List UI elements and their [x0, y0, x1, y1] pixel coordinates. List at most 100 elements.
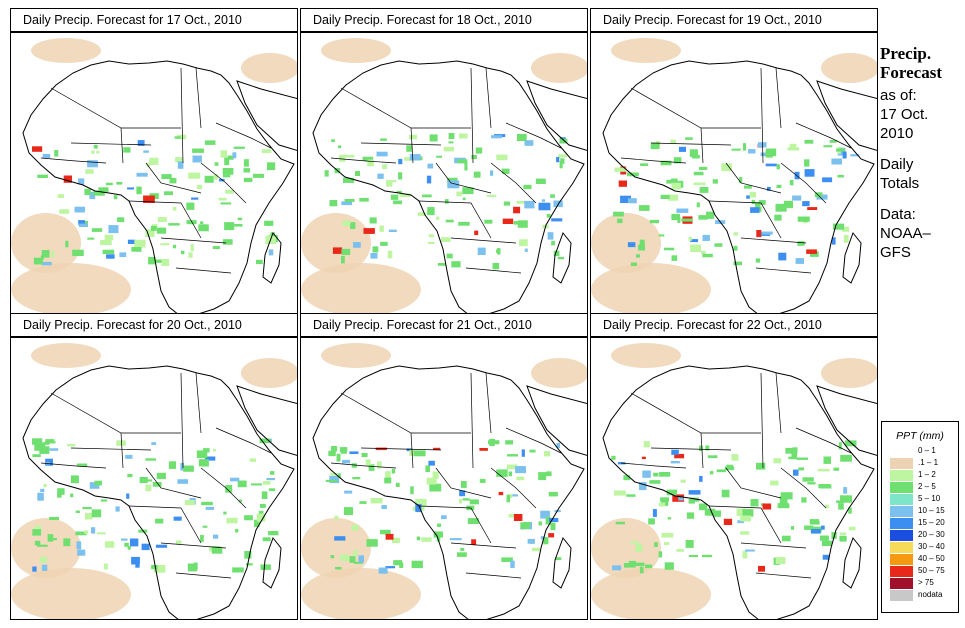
precip-cell	[755, 202, 761, 208]
precip-cell	[145, 229, 155, 237]
precip-cell	[620, 195, 631, 203]
precip-cell	[559, 138, 568, 144]
precip-cell	[467, 518, 479, 524]
dry-region	[821, 53, 877, 83]
precip-cell	[555, 557, 562, 561]
precip-cell	[96, 532, 106, 535]
precip-cell	[743, 185, 752, 189]
precip-cell	[615, 521, 625, 525]
precip-cell	[513, 206, 521, 214]
precip-cell	[441, 515, 447, 520]
precip-cell	[783, 200, 793, 209]
precip-cell	[743, 143, 747, 151]
precip-cell	[649, 219, 659, 224]
precip-cell	[670, 178, 678, 182]
precip-cell	[350, 224, 354, 229]
precip-cell	[680, 479, 686, 483]
country-border	[410, 127, 414, 164]
legend-item: 15 – 20	[882, 517, 958, 529]
precip-cell	[733, 261, 742, 266]
precip-cell	[678, 496, 684, 501]
coastline	[602, 60, 875, 314]
precip-cell	[756, 230, 762, 238]
dry-region	[241, 358, 297, 388]
precip-cell	[156, 472, 166, 480]
precip-cell	[821, 525, 825, 530]
precip-cell	[829, 140, 837, 143]
precip-cell	[547, 232, 554, 240]
country-border	[435, 162, 492, 194]
country-border	[180, 372, 184, 469]
panel-title: Daily Precip. Forecast for 21 Oct., 2010	[300, 313, 588, 337]
precip-cell	[516, 476, 525, 481]
precip-cell	[368, 464, 375, 471]
precip-cell	[339, 154, 346, 162]
precip-cell	[406, 145, 413, 152]
precip-cell	[793, 469, 799, 476]
precip-cell	[492, 263, 500, 270]
country-border	[795, 427, 852, 454]
precip-cell	[37, 174, 48, 178]
precip-cell	[41, 250, 50, 258]
legend-swatch	[890, 518, 913, 529]
country-border	[120, 127, 124, 164]
legend-swatch	[890, 506, 913, 517]
africa-map-drawing	[301, 38, 587, 314]
precip-cell	[413, 450, 426, 457]
precip-cell	[254, 519, 260, 527]
precip-cell	[85, 512, 93, 520]
legend-swatch	[890, 494, 913, 505]
precip-cell	[848, 526, 856, 531]
coastline	[602, 365, 875, 619]
precip-cell	[477, 247, 486, 255]
country-border	[450, 237, 517, 244]
legend-item: 1 – 2	[882, 469, 958, 481]
precip-cell	[57, 194, 64, 198]
precip-cell	[749, 191, 756, 198]
precip-cell	[627, 242, 636, 248]
dry-region	[591, 213, 661, 273]
precip-cell	[742, 551, 748, 559]
precip-cell	[85, 169, 94, 174]
precip-cell	[611, 455, 616, 460]
country-border	[175, 267, 232, 274]
precip-cell	[243, 159, 249, 167]
precip-cell	[474, 230, 479, 236]
precip-map	[590, 32, 878, 315]
precip-cell	[699, 476, 703, 482]
precip-cell	[804, 525, 814, 530]
precip-cell	[75, 510, 80, 513]
legend-label: 1 – 2	[918, 470, 936, 479]
precip-cell	[75, 531, 87, 536]
precip-cell	[78, 178, 85, 185]
precip-cell	[137, 140, 145, 146]
precip-cell	[484, 219, 493, 224]
precip-cell	[842, 151, 847, 159]
precip-cell	[213, 534, 219, 539]
precip-cell	[801, 497, 807, 503]
precip-cell	[343, 177, 355, 183]
precip-cell	[172, 206, 177, 211]
precip-cell	[149, 157, 159, 165]
precip-cell	[192, 155, 202, 163]
precip-cell	[220, 202, 232, 205]
precip-cell	[335, 566, 342, 570]
precip-cell	[139, 477, 148, 484]
precip-cell	[739, 177, 743, 183]
precip-cell	[681, 218, 693, 222]
precip-cell	[42, 154, 51, 158]
precip-cell	[336, 453, 341, 462]
precip-cell	[524, 200, 535, 209]
precip-cell	[685, 137, 693, 140]
coastline	[816, 80, 877, 151]
precip-cell	[670, 139, 676, 144]
precip-cell	[532, 547, 540, 552]
precip-cell	[758, 565, 765, 572]
precip-cell	[355, 171, 360, 176]
precip-cell	[380, 529, 391, 535]
precip-cell	[116, 181, 123, 185]
legend-label: 30 – 40	[918, 542, 945, 551]
precip-cell	[396, 190, 402, 194]
precip-cell	[87, 237, 95, 240]
precip-cell	[638, 244, 645, 251]
